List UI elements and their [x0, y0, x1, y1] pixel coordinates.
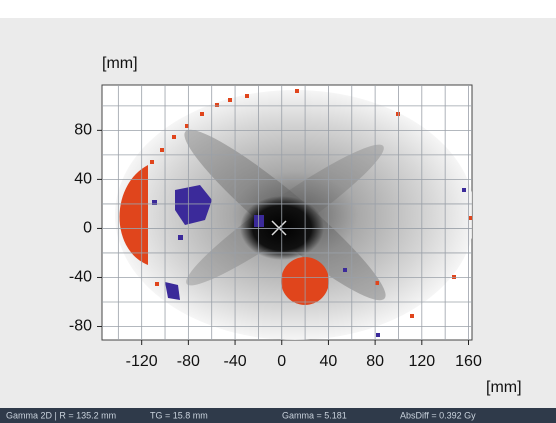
x-tick-label: 0	[277, 353, 286, 370]
y-tick-label: 80	[74, 122, 92, 139]
x-tick-label: -120	[126, 353, 158, 370]
status-bar: Gamma 2D | R = 135.2 mm TG = 15.8 mm Gamma…	[0, 408, 556, 423]
x-tick-label: 160	[455, 353, 482, 370]
y-axis-label: [mm]	[102, 55, 138, 72]
status-text: TG = 15.8 mm	[150, 410, 208, 420]
x-tick-label: 80	[366, 353, 384, 370]
y-tick-label: 40	[74, 171, 92, 188]
x-tick-label: 40	[320, 353, 338, 370]
x-tick-label: 120	[408, 353, 435, 370]
status-text: Gamma = 5.181	[282, 410, 347, 420]
status-text: AbsDiff = 0.392 Gy	[400, 410, 476, 420]
y-tick-label: 0	[83, 220, 92, 237]
y-tick-label: -40	[69, 269, 92, 286]
y-tick-label: -80	[69, 318, 92, 335]
x-tick-label: -40	[223, 353, 246, 370]
status-text: Gamma 2D | R = 135.2 mm	[6, 410, 116, 420]
x-tick-label: -80	[177, 353, 200, 370]
x-axis-label: [mm]	[486, 379, 522, 396]
